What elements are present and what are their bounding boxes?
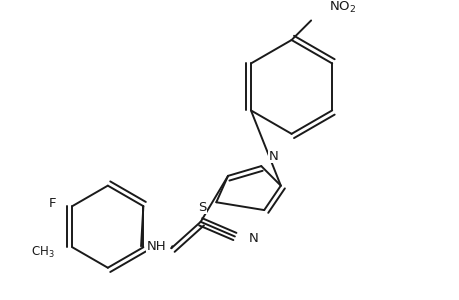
Text: NO$_2$: NO$_2$	[328, 0, 355, 15]
Text: F: F	[49, 197, 56, 210]
Text: NH: NH	[146, 240, 166, 253]
Text: CH$_3$: CH$_3$	[31, 244, 55, 260]
Text: N: N	[248, 232, 258, 245]
Text: N: N	[269, 150, 278, 163]
Text: S: S	[198, 201, 207, 214]
